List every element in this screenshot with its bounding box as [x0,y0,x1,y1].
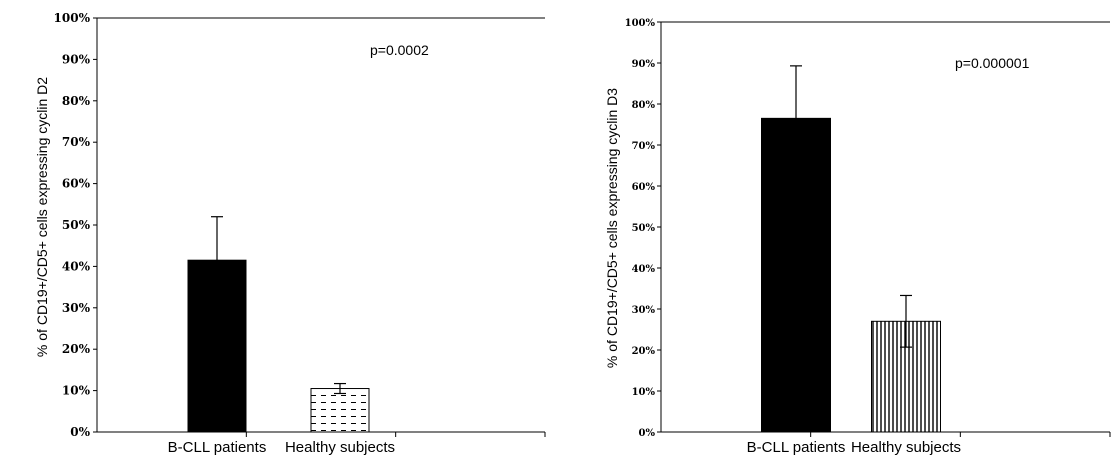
y-tick-label: 10% [62,384,91,398]
bar [187,259,247,433]
y-tick-label: 70% [632,141,656,152]
y-tick-label: 20% [62,342,91,356]
y-tick-label: 0% [639,428,656,439]
y-tick-label: 80% [62,94,91,108]
y-tick-label: 90% [62,52,91,66]
y-tick-label: 100% [625,18,656,29]
chart-left-d2: % of CD19+/CD5+ cells expressing cyclin … [34,11,546,456]
p-value-annotation: p=0.0002 [370,42,429,58]
bar [310,388,370,433]
y-tick-label: 100% [54,11,91,25]
y-tick-label: 90% [632,59,656,70]
y-axis-label: % of CD19+/CD5+ cells expressing cyclin … [34,77,50,357]
y-tick-label: 50% [62,218,91,232]
y-tick-label: 80% [632,100,656,111]
chart-right-d3: % of CD19+/CD5+ cells expressing cyclin … [604,18,1111,456]
y-tick-label: 0% [70,425,90,439]
y-tick-label: 30% [62,301,91,315]
x-category-label: Healthy subjects [851,439,961,456]
y-tick-label: 30% [632,305,656,316]
y-axis-label: % of CD19+/CD5+ cells expressing cyclin … [604,88,620,368]
y-tick-label: 40% [62,259,91,273]
x-category-label: B-CLL patients [747,439,846,456]
y-tick-label: 60% [632,182,656,193]
y-tick-label: 50% [632,223,656,234]
y-tick-label: 40% [632,264,656,275]
x-category-label: B-CLL patients [168,439,267,456]
y-tick-label: 10% [632,387,656,398]
bar [761,117,831,433]
y-tick-label: 60% [62,177,91,191]
x-category-label: Healthy subjects [285,439,395,456]
y-tick-label: 70% [62,135,91,149]
p-value-annotation: p=0.000001 [955,55,1030,71]
y-tick-label: 20% [632,346,656,357]
